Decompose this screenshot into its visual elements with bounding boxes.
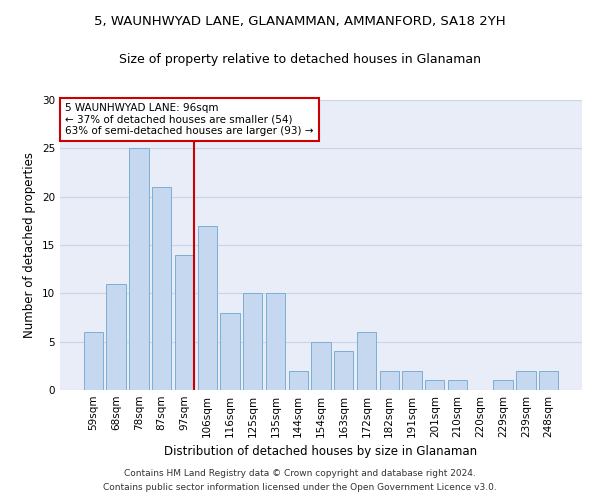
Text: Contains HM Land Registry data © Crown copyright and database right 2024.: Contains HM Land Registry data © Crown c… <box>124 468 476 477</box>
Bar <box>129 148 149 390</box>
Bar <box>266 294 285 390</box>
Bar <box>380 370 399 390</box>
Bar <box>197 226 217 390</box>
Y-axis label: Number of detached properties: Number of detached properties <box>23 152 37 338</box>
Bar <box>425 380 445 390</box>
Bar <box>403 370 422 390</box>
Bar <box>106 284 126 390</box>
Bar <box>289 370 308 390</box>
Bar <box>243 294 262 390</box>
Bar <box>357 332 376 390</box>
Text: 5, WAUNHWYAD LANE, GLANAMMAN, AMMANFORD, SA18 2YH: 5, WAUNHWYAD LANE, GLANAMMAN, AMMANFORD,… <box>94 15 506 28</box>
Bar <box>220 312 239 390</box>
Bar <box>448 380 467 390</box>
Text: Contains public sector information licensed under the Open Government Licence v3: Contains public sector information licen… <box>103 484 497 492</box>
X-axis label: Distribution of detached houses by size in Glanaman: Distribution of detached houses by size … <box>164 446 478 458</box>
Bar <box>493 380 513 390</box>
Bar <box>311 342 331 390</box>
Bar <box>152 187 172 390</box>
Bar <box>334 352 353 390</box>
Bar <box>84 332 103 390</box>
Text: Size of property relative to detached houses in Glanaman: Size of property relative to detached ho… <box>119 52 481 66</box>
Bar <box>516 370 536 390</box>
Text: 5 WAUNHWYAD LANE: 96sqm
← 37% of detached houses are smaller (54)
63% of semi-de: 5 WAUNHWYAD LANE: 96sqm ← 37% of detache… <box>65 103 314 136</box>
Bar <box>539 370 558 390</box>
Bar <box>175 254 194 390</box>
